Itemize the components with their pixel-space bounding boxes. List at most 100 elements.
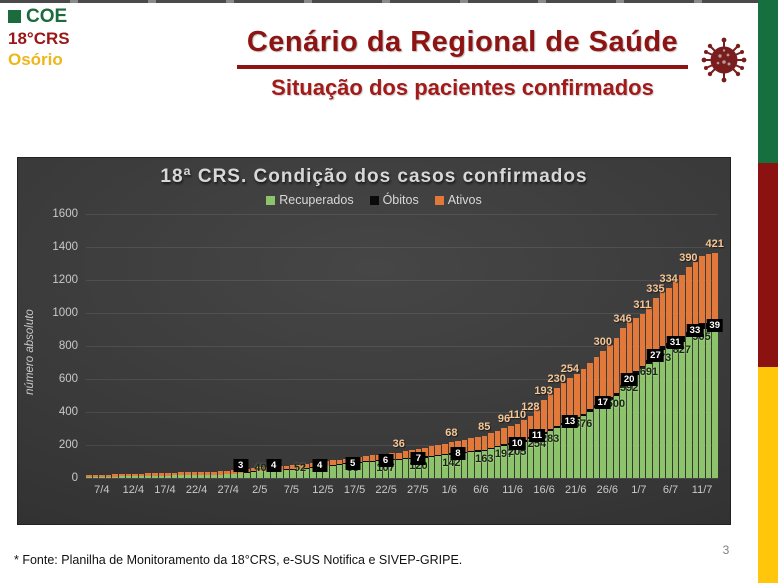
chart: 18ª CRS. Condição dos casos confirmados … <box>18 158 730 524</box>
bar-segment-recuperados <box>395 459 402 478</box>
bar-segment-ativos <box>547 394 554 430</box>
bar-segment-ativos <box>567 378 573 420</box>
bar-segment-recuperados <box>508 444 514 478</box>
bar-segment-recuperados <box>283 470 290 478</box>
bar-segment-ativos <box>422 447 428 457</box>
stacked-bar <box>171 472 178 478</box>
stacked-bar <box>461 439 468 478</box>
bar-segment-ativos <box>442 443 448 455</box>
bar-segment-recuperados <box>171 475 178 478</box>
bar-segment-ativos <box>428 446 435 456</box>
stacked-bar <box>105 474 112 478</box>
bar-segment-ativos <box>508 426 514 444</box>
stacked-bar <box>198 471 204 478</box>
stacked-bar <box>573 373 580 478</box>
stacked-bar <box>488 433 494 478</box>
bar-segment-obitos <box>620 384 626 388</box>
bar-segment-obitos <box>488 447 494 450</box>
stacked-bar <box>527 415 534 478</box>
bar-segment-recuperados <box>560 425 567 478</box>
page-title: Cenário da Regional de Saúde <box>236 26 689 69</box>
bar-segment-obitos <box>481 449 488 452</box>
y-tick-label: 0 <box>71 471 78 484</box>
bar-segment-recuperados <box>666 347 672 478</box>
stacked-bar <box>323 461 329 478</box>
bar-segment-ativos <box>211 471 217 475</box>
x-tick-label: 22/5 <box>375 484 397 496</box>
x-tick-label: 17/5 <box>343 484 366 496</box>
bar-segment-ativos <box>455 440 461 453</box>
bar-segment-recuperados <box>461 453 468 478</box>
bar-segment-recuperados <box>362 462 369 478</box>
bar-segment-recuperados <box>323 466 329 478</box>
gridline <box>86 379 718 380</box>
crs-label: 18°CRS <box>8 28 70 48</box>
stacked-bar <box>303 463 310 478</box>
bar-segment-ativos <box>679 275 686 337</box>
x-tick-label: 7/4 <box>94 484 110 496</box>
bar-segment-recuperados <box>481 451 488 478</box>
stacked-bar <box>705 254 712 478</box>
bar-segment-ativos <box>613 337 620 393</box>
stacked-bar <box>329 460 336 478</box>
bar-segment-obitos <box>329 464 336 466</box>
bar-segment-recuperados <box>303 468 310 478</box>
bar-segment-obitos <box>336 464 343 465</box>
bar-segment-recuperados <box>382 460 389 478</box>
bars-layer <box>86 214 718 478</box>
bar-segment-recuperados <box>514 444 521 478</box>
bar-segment-recuperados <box>376 461 382 478</box>
bar-segment-recuperados <box>237 473 244 478</box>
bar-segment-recuperados <box>475 451 481 478</box>
stacked-bar <box>646 306 653 478</box>
stacked-bar <box>297 464 303 478</box>
bar-segment-obitos <box>290 469 296 470</box>
bar-segment-ativos <box>606 344 613 397</box>
bar-segment-recuperados <box>633 374 639 478</box>
bar-segment-recuperados <box>343 464 349 478</box>
bar-segment-obitos <box>435 454 442 457</box>
stacked-bar <box>534 407 540 478</box>
bar-segment-recuperados <box>448 454 455 478</box>
bar-segment-recuperados <box>257 471 264 478</box>
y-tick-label: 1200 <box>52 273 78 286</box>
legend-label: Óbitos <box>382 193 419 207</box>
bar-segment-obitos <box>554 426 560 429</box>
bar-segment-recuperados <box>527 438 534 478</box>
bar-segment-ativos <box>686 267 692 332</box>
stacked-bar <box>613 337 620 478</box>
bar-segment-recuperados <box>132 476 138 478</box>
stacked-bar <box>277 465 283 478</box>
bar-segment-ativos <box>560 383 567 424</box>
footer-source-note: * Fonte: Planilha de Monitoramento da 18… <box>14 553 463 567</box>
bar-segment-ativos <box>481 435 488 450</box>
gridline <box>86 412 718 413</box>
stacked-bar <box>626 321 633 478</box>
bar-segment-obitos <box>580 413 587 416</box>
y-tick-label: 1400 <box>52 240 78 253</box>
bar-segment-obitos <box>659 345 666 351</box>
bar-segment-recuperados <box>455 453 461 478</box>
bar-segment-recuperados <box>580 415 587 478</box>
stacked-bar <box>264 466 270 478</box>
stacked-bar <box>310 463 316 478</box>
bar-segment-ativos <box>118 474 125 477</box>
stacked-bar <box>112 474 118 478</box>
stacked-bar <box>336 459 343 478</box>
flag-stripe-red <box>758 163 778 367</box>
bar-segment-ativos <box>712 252 718 323</box>
bar-segment-ativos <box>633 318 639 372</box>
stacked-bar <box>362 456 369 478</box>
bar-segment-ativos <box>204 471 211 475</box>
bar-segment-obitos <box>442 454 448 456</box>
bar-segment-ativos <box>534 407 540 435</box>
stacked-bar <box>316 462 323 478</box>
stacked-bar <box>672 281 679 478</box>
stacked-bar <box>270 466 277 478</box>
bar-segment-recuperados <box>422 457 428 478</box>
bar-segment-recuperados <box>244 472 250 478</box>
bar-segment-ativos <box>587 363 593 410</box>
bar-segment-ativos <box>145 473 151 476</box>
bar-segment-ativos <box>297 464 303 469</box>
bar-segment-recuperados <box>191 475 198 478</box>
